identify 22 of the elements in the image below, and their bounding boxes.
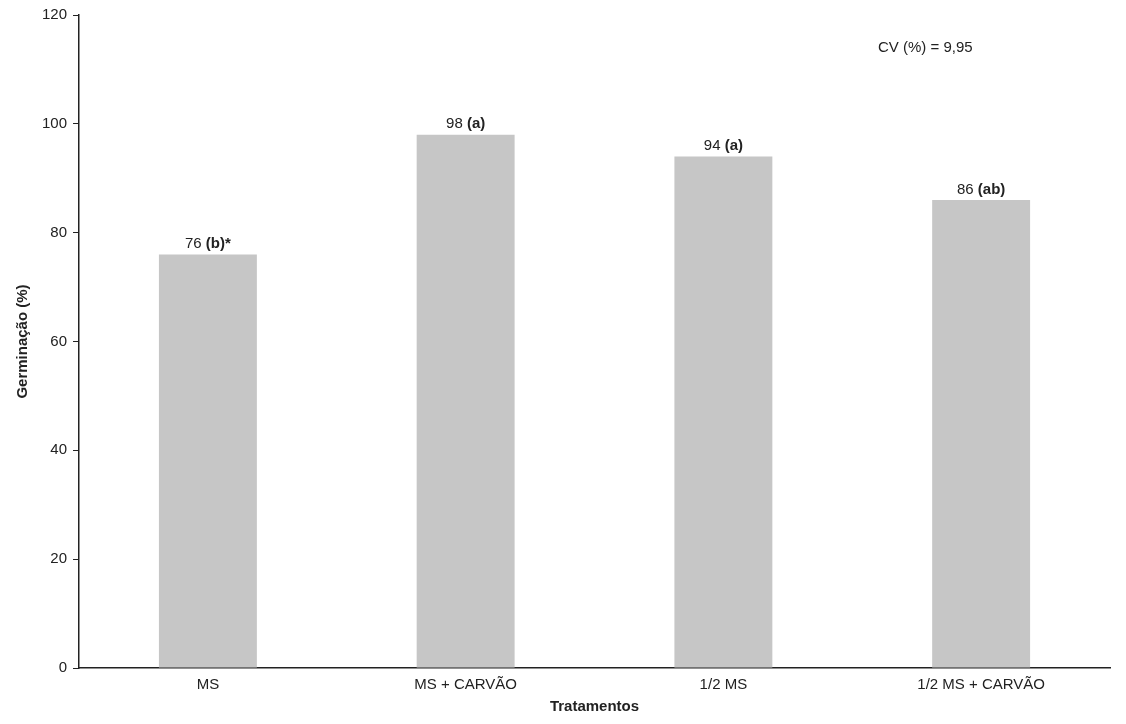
y-tick-label: 40 bbox=[50, 440, 68, 458]
data-label: 86 (ab) bbox=[956, 179, 1006, 197]
y-tick-label: 80 bbox=[50, 222, 68, 240]
bar bbox=[158, 254, 257, 668]
y-tick-label: 0 bbox=[58, 658, 68, 676]
y-tick-label: 120 bbox=[42, 5, 68, 23]
x-tick-label: 1/2 MS + CARVÃO bbox=[917, 675, 1045, 693]
bar bbox=[416, 134, 515, 668]
bar bbox=[674, 156, 773, 668]
y-tick-label: 100 bbox=[42, 113, 68, 131]
x-tick-label: MS + CARVÃO bbox=[414, 675, 517, 693]
data-label: 76 (b)* bbox=[184, 234, 231, 252]
data-label: 98 (a) bbox=[446, 114, 486, 132]
annotation: CV (%) = 9,95 bbox=[878, 38, 973, 56]
x-tick-label: MS bbox=[196, 675, 220, 693]
data-label: 94 (a) bbox=[703, 136, 743, 154]
bar bbox=[932, 200, 1031, 668]
x-axis-title: Tratamentos bbox=[549, 697, 640, 715]
y-tick-label: 60 bbox=[50, 331, 68, 349]
y-tick-label: 20 bbox=[50, 549, 68, 567]
x-tick-label: 1/2 MS bbox=[699, 675, 748, 693]
y-axis-title: Germinação (%) bbox=[13, 284, 31, 399]
